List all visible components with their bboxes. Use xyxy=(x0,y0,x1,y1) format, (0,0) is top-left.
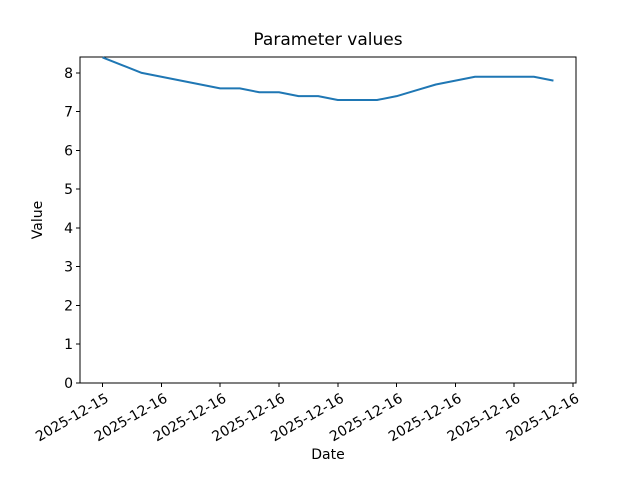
y-tick-label: 1 xyxy=(64,337,73,353)
y-tick-label: 8 xyxy=(64,66,73,82)
plot-border xyxy=(79,56,577,384)
x-axis-label: Date xyxy=(311,447,345,463)
y-tick-label: 5 xyxy=(64,182,73,198)
y-tick-label: 6 xyxy=(64,143,73,159)
y-tick-label: 7 xyxy=(64,105,73,121)
chart-title: Parameter values xyxy=(253,30,403,50)
y-tick-label: 0 xyxy=(64,376,73,392)
y-tick-label: 2 xyxy=(64,298,73,314)
data-line xyxy=(102,56,554,102)
y-tick-label: 3 xyxy=(64,260,73,276)
y-tick-label: 4 xyxy=(64,221,73,237)
